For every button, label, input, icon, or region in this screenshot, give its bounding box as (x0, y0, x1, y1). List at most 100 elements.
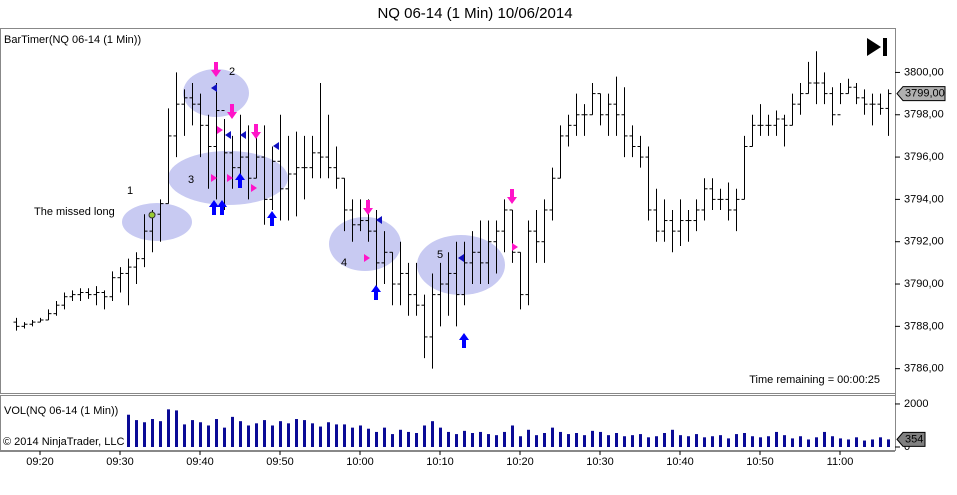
volume-bar (671, 429, 674, 447)
indicator-label: BarTimer(NQ 06-14 (1 Min)) (4, 34, 141, 46)
x-tick-label: 10:40 (666, 456, 694, 468)
sell-arrow (227, 104, 237, 119)
volume-bar (703, 437, 706, 447)
volume-bar (191, 420, 194, 447)
volume-bar (783, 435, 786, 447)
y-tick-label: 3790,00 (904, 278, 944, 290)
volume-bar (727, 438, 730, 447)
volume-bar (879, 437, 882, 447)
sell-arrow (363, 200, 373, 215)
volume-bar (311, 423, 314, 447)
volume-bar (543, 433, 546, 447)
volume-bar (751, 436, 754, 447)
volume-bar (359, 425, 362, 447)
volume-bar (599, 431, 602, 447)
annotation: 1 (127, 185, 133, 197)
x-tick-label: 10:10 (426, 456, 454, 468)
buy-arrow (267, 211, 277, 226)
bar-icon[interactable] (883, 38, 887, 56)
price-marker (896, 86, 946, 102)
right-marker (512, 243, 518, 251)
y-tick-label: 0 (904, 441, 910, 453)
volume-bar (207, 425, 210, 447)
volume-bar (175, 410, 178, 447)
volume-bar (335, 424, 338, 447)
end-button[interactable] (867, 38, 887, 56)
annotation: 3 (188, 174, 194, 186)
volume-bar (319, 426, 322, 447)
volume-bar (551, 427, 554, 447)
volume-bar (855, 437, 858, 447)
volume-bar (847, 439, 850, 447)
x-tick-label: 09:20 (26, 456, 54, 468)
volume-bar (511, 425, 514, 447)
volume-bar (823, 431, 826, 447)
volume-bar (471, 433, 474, 447)
volume-bar (399, 429, 402, 447)
volume-bar (143, 422, 146, 447)
volume-bar (263, 420, 266, 447)
volume-bar (607, 435, 610, 447)
volume-bar (439, 427, 442, 447)
copyright: © 2014 NinjaTrader, LLC (3, 436, 124, 448)
highlight (329, 217, 401, 271)
volume-bar (719, 435, 722, 447)
volume-bar (431, 421, 434, 447)
x-tick-label: 10:00 (346, 456, 374, 468)
buy-arrow (217, 200, 227, 215)
highlight (417, 235, 505, 295)
play-icon[interactable] (867, 38, 881, 56)
volume-bar (295, 419, 298, 447)
volume-bar (247, 425, 250, 447)
volume-bar (559, 431, 562, 447)
volume-bar (463, 430, 466, 447)
volume-bar (495, 435, 498, 447)
y-tick-label: 3800,00 (904, 66, 944, 78)
volume-bar (711, 436, 714, 447)
x-tick-label: 11:00 (827, 456, 854, 468)
volume-bar (415, 433, 418, 447)
x-tick-label: 09:40 (186, 456, 214, 468)
entry-dot (148, 211, 156, 219)
y-tick-label: 3796,00 (904, 151, 944, 163)
y-tick-label: 2000 (904, 398, 928, 410)
volume-bar (655, 436, 658, 447)
volume-bar (767, 436, 770, 447)
x-tick-label: 09:50 (266, 456, 294, 468)
x-tick-label: 10:30 (586, 456, 614, 468)
left-marker (240, 131, 246, 139)
volume-bar (383, 427, 386, 447)
right-marker (251, 184, 257, 192)
left-marker (376, 216, 382, 224)
price-marker-label: 3799,00 (905, 88, 945, 100)
y-tick-label: 3788,00 (904, 320, 944, 332)
volume-bar (135, 420, 138, 447)
x-tick-label: 09:30 (106, 456, 134, 468)
volume-bar (215, 419, 218, 447)
highlight (122, 203, 192, 241)
volume-bar (807, 439, 810, 447)
volume-bar (695, 434, 698, 447)
volume-bar (199, 422, 202, 447)
volume-bar (327, 422, 330, 447)
volume-bar (519, 436, 522, 447)
buy-arrow (235, 173, 245, 188)
volume-bar (271, 425, 274, 447)
signal-marks (209, 62, 518, 348)
chart-title: NQ 06-14 (1 Min) 10/06/2014 (377, 5, 572, 22)
volume-bar (455, 434, 458, 447)
volume-bar (615, 433, 618, 447)
volume-bar (279, 421, 282, 447)
volume-bar (303, 420, 306, 447)
volume-bar (775, 431, 778, 447)
volume-bar (591, 430, 594, 447)
buy-arrow (459, 333, 469, 348)
x-tick-label: 10:50 (746, 456, 774, 468)
volume-bar (575, 433, 578, 447)
volume-label: VOL(NQ 06-14 (1 Min)) (4, 405, 118, 417)
right-marker (211, 174, 217, 182)
volume-bar (447, 431, 450, 447)
volume-bar (183, 424, 186, 447)
left-marker (273, 142, 279, 150)
